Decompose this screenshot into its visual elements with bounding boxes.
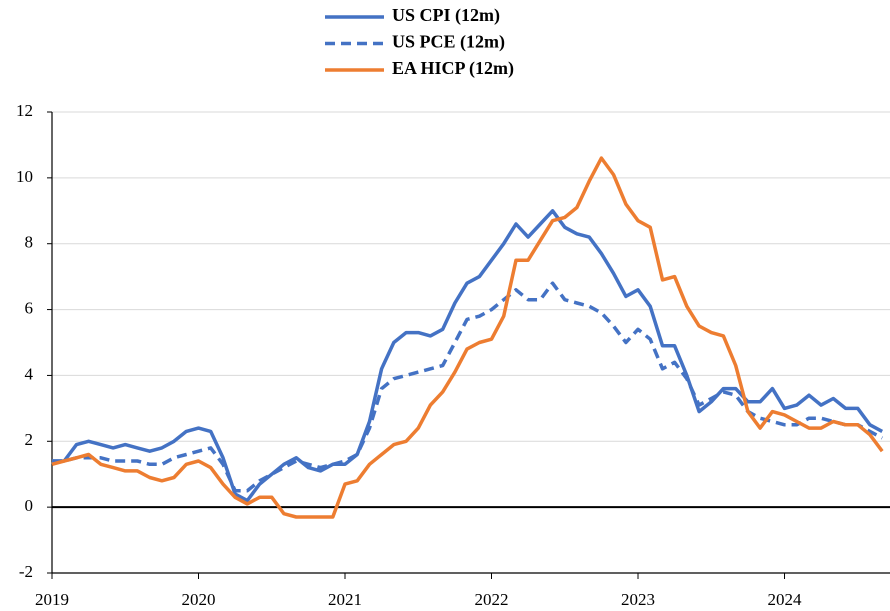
x-tick-label: 2022: [475, 590, 509, 609]
y-tick-label: -2: [19, 562, 33, 581]
x-tick-label: 2024: [768, 590, 803, 609]
y-tick-label: 4: [25, 364, 34, 383]
series-line: [52, 281, 884, 493]
legend-label: US PCE (12m): [392, 32, 505, 53]
x-tick-label: 2019: [35, 590, 69, 609]
y-tick-label: 6: [25, 298, 34, 317]
y-tick-label: 12: [16, 101, 33, 120]
y-tick-label: 0: [25, 496, 34, 515]
legend-label: US CPI (12m): [392, 5, 500, 26]
x-tick-label: 2023: [621, 590, 655, 609]
legend-label: EA HICP (12m): [392, 58, 514, 79]
series-line: [52, 209, 884, 503]
y-tick-label: 2: [25, 430, 34, 449]
series-line: [51, 156, 884, 519]
y-tick-label: 8: [25, 233, 34, 252]
x-tick-label: 2021: [328, 590, 362, 609]
x-tick-label: 2020: [182, 590, 216, 609]
y-tick-label: 10: [16, 167, 33, 186]
